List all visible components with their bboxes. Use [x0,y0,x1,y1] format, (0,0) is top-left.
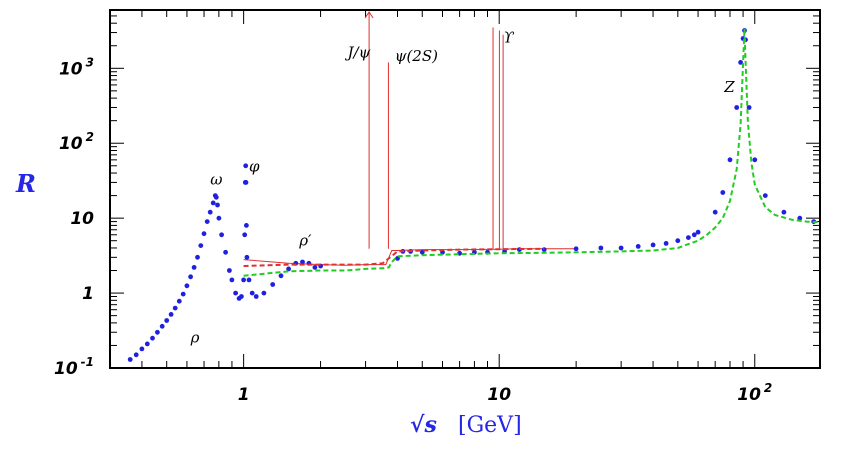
series-0-point [738,60,743,65]
series-0-point [172,305,178,311]
series-0-point [239,294,244,299]
y-tick-label: 10 -1 [54,355,94,379]
x-axis-label-unit: [GeV] [458,413,522,438]
y-tick-label: 10 3 [59,55,94,79]
series-0-point [155,329,160,335]
series-0-point [650,242,656,248]
series-0-point [712,209,718,215]
series-0-point [618,245,624,251]
series-0-point [691,232,697,238]
series-0-point [144,341,150,347]
series-0-point [204,219,210,225]
series-0-point [223,249,229,255]
annotation-label: ω [210,171,222,189]
series-0-point [312,265,318,270]
series-0-point [253,294,259,299]
series-0-point [215,202,220,208]
series-0-point [195,254,200,260]
series-0-point [201,231,207,237]
series-0-point [233,290,239,296]
series-0-point [159,323,165,329]
series-0-point [244,254,250,260]
series-0-point [675,238,681,244]
series-0-point [734,105,740,110]
series-0-point [127,357,133,362]
resonance-annotations: ρ ω φ ρ′ J/ψ ψ(2S) ϒ Z [190,29,736,347]
y-tick-label: 10 2 [59,130,94,154]
y-tick-label: 1 [82,284,94,304]
series-0-point [180,291,186,297]
series-0-point [686,235,691,241]
series-0-point [278,273,284,279]
series-0-point [133,352,139,358]
series-0-point [188,274,194,280]
axis-ticks [109,9,820,369]
series-0-point [635,244,641,249]
series-0-point [762,193,768,199]
series-0-point [243,180,249,185]
series-0-point [139,346,145,352]
annotation-label: ψ(2S) [395,47,438,65]
series-0-point [286,266,291,272]
series-1-line [243,28,821,277]
axis-labels: 10 -1 1 10 10 2 10 3 1 10 10 2 [54,55,772,405]
series-0-point [242,232,248,238]
annotation-label: ϒ [504,29,515,47]
series-0-point [184,283,190,289]
series-0-point [150,335,155,341]
series-0-point [164,318,170,323]
series-0-point [210,200,216,206]
series-0-point [300,259,305,265]
y-tick-label: 10 [70,209,94,229]
series-0-point [797,215,803,221]
series-0-point [573,246,579,252]
annotation-label: Z [723,78,735,96]
x-tick-label: 1 [238,385,250,405]
series-0-point [781,209,787,215]
series-0-point [241,277,247,283]
series-0-point [727,157,733,163]
series-0-point [752,157,758,163]
series-0-point [227,268,232,273]
series-0-point [176,298,182,304]
series-0-point [213,194,219,200]
annotation-label: ρ [190,328,200,346]
series-0-point [249,290,255,296]
x-tick-label: 10 [487,385,511,405]
annotation-label: J/ψ [345,43,371,61]
series-0-point [746,105,752,110]
series-0-point [244,223,249,228]
x-axis-label: √s [GeV] [410,412,522,438]
plot-frame [109,9,821,369]
series-layer [127,28,821,362]
y-axis-label: R [15,169,36,198]
series-0-point [168,312,174,317]
series-0-point [663,241,669,246]
series-0-point [191,265,197,270]
series-0-point [216,215,222,221]
series-0-point [695,229,701,235]
annotation-label: φ [249,158,260,176]
annotation-label: ρ′ [298,232,312,250]
series-0-point [261,290,267,296]
series-0-point [219,232,225,238]
x-tick-label: 10 2 [737,381,772,405]
series-0-point [198,243,204,249]
series-2-line [243,247,545,267]
series-0-point [207,209,213,215]
series-0-point [720,190,726,195]
series-0-point [440,249,445,255]
series-0-point [243,163,249,169]
series-0-point [246,277,252,283]
series-0-point [229,277,235,283]
series-0-point [598,245,604,251]
series-0-point [270,282,276,287]
resonance-arrow [364,11,374,19]
resonance-lines [364,11,504,249]
x-axis-label-math: √s [410,412,437,438]
